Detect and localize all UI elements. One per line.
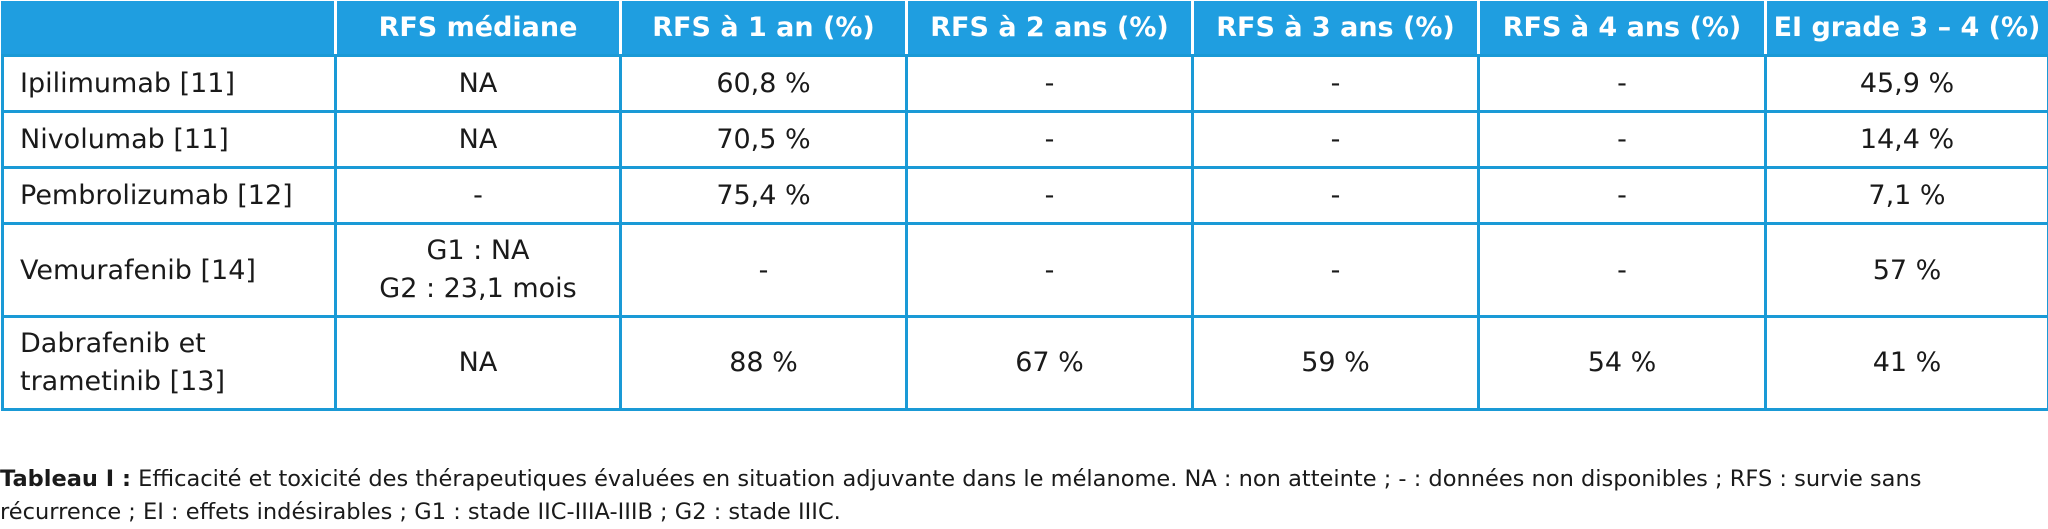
results-table: RFS médiane RFS à 1 an (%) RFS à 2 ans (… [1, 1, 2048, 411]
header-cell-rfs-median: RFS médiane [336, 1, 621, 56]
table-row: Nivolumab [11] NA 70,5 % - - - 14,4 % [3, 112, 2048, 168]
rfs-3y-cell: - [1193, 168, 1479, 224]
ei-grade-cell: 7,1 % [1766, 168, 2048, 224]
drug-name-line: trametinib [13] [20, 363, 334, 401]
rfs-4y-cell: - [1479, 224, 1766, 317]
rfs-2y-cell: - [907, 112, 1193, 168]
rfs-2y-cell: - [907, 224, 1193, 317]
header-cell-rfs-1y: RFS à 1 an (%) [621, 1, 907, 56]
rfs-4y-cell: - [1479, 168, 1766, 224]
table-header-row: RFS médiane RFS à 1 an (%) RFS à 2 ans (… [3, 1, 2048, 56]
rfs-4y-cell: - [1479, 56, 1766, 112]
rfs-4y-cell: 54 % [1479, 317, 1766, 410]
table-row: Dabrafenib et trametinib [13] NA 88 % 67… [3, 317, 2048, 410]
header-cell-empty [3, 1, 336, 56]
rfs-3y-cell: - [1193, 112, 1479, 168]
caption-text: Efficacité et toxicité des thérapeutique… [131, 466, 1921, 492]
header-cell-rfs-4y: RFS à 4 ans (%) [1479, 1, 1766, 56]
rfs-3y-cell: 59 % [1193, 317, 1479, 410]
table-row: Ipilimumab [11] NA 60,8 % - - - 45,9 % [3, 56, 2048, 112]
rfs-2y-cell: 67 % [907, 317, 1193, 410]
ei-grade-cell: 45,9 % [1766, 56, 2048, 112]
rfs-1y-cell: 70,5 % [621, 112, 907, 168]
table-row: Pembrolizumab [12] - 75,4 % - - - 7,1 % [3, 168, 2048, 224]
rfs-1y-cell: 88 % [621, 317, 907, 410]
drug-name-cell: Vemurafenib [14] [3, 224, 336, 317]
drug-name-cell: Pembrolizumab [12] [3, 168, 336, 224]
rfs-1y-cell: 75,4 % [621, 168, 907, 224]
drug-name-cell: Dabrafenib et trametinib [13] [3, 317, 336, 410]
rfs-4y-cell: - [1479, 112, 1766, 168]
caption-line-2: récurrence ; EI : effets indésirables ; … [0, 496, 2048, 529]
header-cell-rfs-3y: RFS à 3 ans (%) [1193, 1, 1479, 56]
table-row: Vemurafenib [14] G1 : NA G2 : 23,1 mois … [3, 224, 2048, 317]
ei-grade-cell: 57 % [1766, 224, 2048, 317]
median-rfs-cell: NA [336, 56, 621, 112]
ei-grade-cell: 14,4 % [1766, 112, 2048, 168]
rfs-2y-cell: - [907, 56, 1193, 112]
header-cell-rfs-2y: RFS à 2 ans (%) [907, 1, 1193, 56]
caption-line-1: Tableau I : Efficacité et toxicité des t… [0, 463, 2048, 496]
drug-name-cell: Ipilimumab [11] [3, 56, 336, 112]
ei-grade-cell: 41 % [1766, 317, 2048, 410]
drug-name-line: Dabrafenib et [20, 325, 334, 363]
caption-label: Tableau I : [0, 466, 131, 492]
table-caption: Tableau I : Efficacité et toxicité des t… [0, 463, 2048, 529]
drug-name-cell: Nivolumab [11] [3, 112, 336, 168]
median-rfs-cell: NA [336, 317, 621, 410]
rfs-3y-cell: - [1193, 56, 1479, 112]
rfs-1y-cell: - [621, 224, 907, 317]
median-rfs-line: G1 : NA [337, 232, 619, 270]
median-rfs-cell: - [336, 168, 621, 224]
rfs-3y-cell: - [1193, 224, 1479, 317]
median-rfs-cell: NA [336, 112, 621, 168]
median-rfs-cell: G1 : NA G2 : 23,1 mois [336, 224, 621, 317]
rfs-2y-cell: - [907, 168, 1193, 224]
header-cell-ei-grade: EI grade 3 – 4 (%) [1766, 1, 2048, 56]
rfs-1y-cell: 60,8 % [621, 56, 907, 112]
median-rfs-line: G2 : 23,1 mois [337, 270, 619, 308]
